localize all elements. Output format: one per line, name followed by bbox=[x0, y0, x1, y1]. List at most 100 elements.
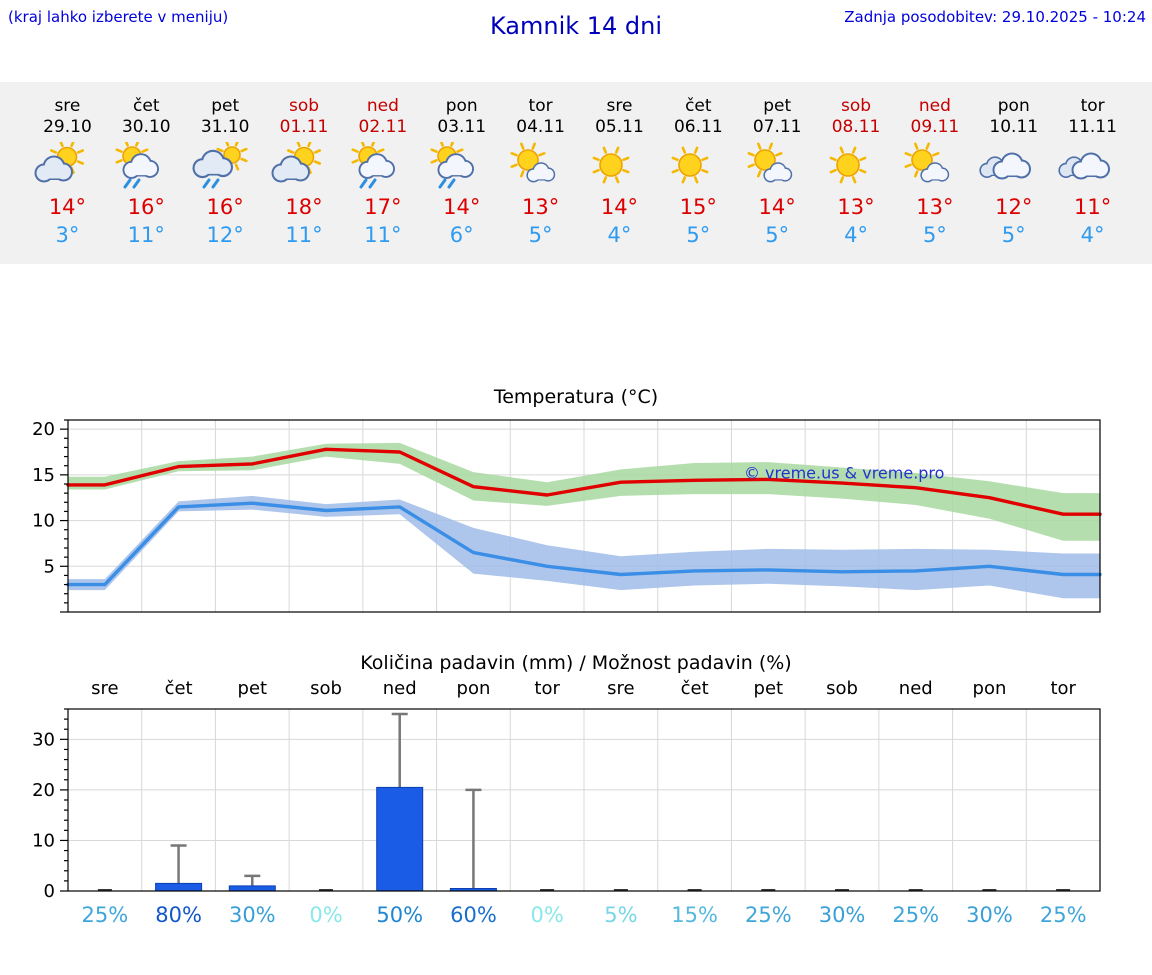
precip-probability: 25% bbox=[744, 903, 792, 927]
min-temperature: 11° bbox=[127, 223, 165, 247]
max-temperature: 14° bbox=[443, 195, 481, 219]
forecast-day-07.11: pet 07.11 14° 5° bbox=[738, 96, 817, 248]
day-name: ned bbox=[366, 96, 399, 116]
precip-probability: 25% bbox=[892, 903, 940, 927]
precip-day-label: ned bbox=[898, 678, 933, 699]
day-name: sre bbox=[54, 96, 81, 116]
max-temperature: 14° bbox=[600, 195, 639, 219]
precip-probability: 5% bbox=[604, 903, 638, 927]
precip-day-label: sre bbox=[607, 678, 635, 699]
max-temperature: 14° bbox=[48, 195, 87, 219]
max-temperature: 13° bbox=[916, 195, 954, 219]
day-name: tor bbox=[1080, 96, 1105, 116]
max-temperature: 18° bbox=[285, 195, 323, 219]
min-temperature: 6° bbox=[449, 223, 474, 247]
temperature-chart-title: Temperatura (°C) bbox=[493, 386, 659, 408]
temperature-chart: 5 10 15 20 © vreme.us & vreme.pro bbox=[0, 410, 1152, 622]
min-temperature: 5° bbox=[922, 223, 947, 247]
day-date: 08.11 bbox=[831, 117, 881, 137]
day-name: ned bbox=[918, 96, 951, 116]
precip-probability: 30% bbox=[228, 903, 276, 927]
forecast-day-11.11: tor 11.11 11° 4° bbox=[1053, 96, 1132, 248]
precip-chart: 0 10 20 30 bbox=[0, 699, 1152, 899]
sun-cloud-weather-icon bbox=[501, 142, 580, 192]
forecast-strip: sre 29.10 14° 3° čet 30.10 16° 11° pet 31.10 16° 12… bbox=[0, 82, 1152, 264]
precip-day-label: tor bbox=[1050, 678, 1076, 699]
svg-text:5: 5 bbox=[44, 556, 55, 577]
forecast-day-29.10: sre 29.10 14° 3° bbox=[28, 96, 107, 248]
day-date: 02.11 bbox=[358, 117, 408, 137]
min-temperature: 5° bbox=[1001, 223, 1026, 247]
day-date: 04.11 bbox=[516, 117, 565, 137]
svg-text:0: 0 bbox=[44, 881, 55, 899]
day-date: 29.10 bbox=[43, 117, 92, 137]
cloud-weather-icon bbox=[974, 142, 1053, 192]
last-update-timestamp: Zadnja posodobitev: 29.10.2025 - 10:24 bbox=[844, 8, 1146, 26]
precip-day-label: tor bbox=[534, 678, 560, 699]
day-name: pet bbox=[211, 96, 240, 116]
menu-hint: (kraj lahko izberete v meniju) bbox=[8, 8, 229, 26]
sun-cloud-weather-icon bbox=[895, 142, 974, 192]
day-name: sob bbox=[840, 96, 872, 116]
sun-showers-weather-icon bbox=[422, 142, 501, 192]
day-date: 07.11 bbox=[752, 117, 802, 137]
svg-text:20: 20 bbox=[32, 780, 55, 801]
day-date: 30.10 bbox=[121, 117, 171, 137]
forecast-day-02.11: ned 02.11 17° 11° bbox=[343, 96, 422, 248]
day-date: 05.11 bbox=[595, 117, 644, 137]
sun-showers-weather-icon bbox=[343, 142, 422, 192]
max-temperature: 11° bbox=[1073, 195, 1112, 219]
day-date: 01.11 bbox=[279, 117, 329, 137]
svg-text:10: 10 bbox=[32, 511, 55, 532]
svg-text:10: 10 bbox=[32, 830, 55, 851]
forecast-day-30.10: čet 30.10 16° 11° bbox=[107, 96, 186, 248]
precip-day-label: pet bbox=[753, 678, 784, 699]
sun-weather-icon bbox=[817, 142, 896, 192]
day-date: 31.10 bbox=[200, 117, 250, 137]
sun-showers-weather-icon bbox=[107, 142, 186, 192]
precip-day-label: sob bbox=[826, 678, 858, 699]
precip-probability: 60% bbox=[450, 903, 497, 927]
max-temperature: 13° bbox=[837, 195, 875, 219]
max-temperature: 13° bbox=[521, 195, 560, 219]
precip-probability: 50% bbox=[376, 903, 424, 927]
sun-weather-icon bbox=[659, 142, 738, 192]
forecast-day-09.11: ned 09.11 13° 5° bbox=[895, 96, 974, 248]
day-name: tor bbox=[528, 96, 553, 116]
min-temperature: 5° bbox=[686, 223, 711, 247]
precip-probability: 25% bbox=[1039, 903, 1087, 927]
cloud-showers-weather-icon bbox=[186, 142, 265, 192]
max-temperature: 16° bbox=[127, 195, 165, 219]
day-name: sre bbox=[606, 96, 633, 116]
day-date: 11.11 bbox=[1068, 117, 1117, 137]
min-temperature: 4° bbox=[844, 223, 868, 247]
svg-text:© vreme.us & vreme.pro: © vreme.us & vreme.pro bbox=[744, 464, 945, 483]
precip-day-label: ned bbox=[382, 678, 417, 699]
cloud-sun-weather-icon bbox=[28, 142, 107, 192]
precip-day-label: pon bbox=[972, 678, 1007, 699]
cloud-weather-icon bbox=[1053, 142, 1132, 192]
sun-cloud-weather-icon bbox=[738, 142, 817, 192]
svg-text:15: 15 bbox=[32, 465, 55, 486]
forecast-day-05.11: sre 05.11 14° 4° bbox=[580, 96, 659, 248]
max-temperature: 17° bbox=[364, 195, 402, 219]
min-temperature: 5° bbox=[528, 223, 553, 247]
sun-weather-icon bbox=[580, 142, 659, 192]
precip-day-label: sre bbox=[91, 678, 119, 699]
header: (kraj lahko izberete v meniju) Kamnik 14… bbox=[0, 0, 1152, 50]
precip-probability: 15% bbox=[671, 903, 718, 927]
max-temperature: 14° bbox=[758, 195, 796, 219]
max-temperature: 15° bbox=[679, 195, 717, 219]
min-temperature: 4° bbox=[1080, 223, 1105, 247]
precip-day-label: čet bbox=[164, 678, 193, 699]
svg-text:20: 20 bbox=[32, 419, 55, 440]
day-date: 09.11 bbox=[910, 117, 960, 137]
forecast-day-06.11: čet 06.11 15° 5° bbox=[659, 96, 738, 248]
day-name: čet bbox=[133, 96, 160, 116]
day-name: čet bbox=[685, 96, 712, 116]
svg-text:30: 30 bbox=[32, 729, 55, 750]
day-date: 03.11 bbox=[437, 117, 487, 137]
precip-day-labels-row: sre čet pet sob ned pon tor sre čet pet sob ned pon t… bbox=[68, 678, 1100, 699]
precip-probability: 25% bbox=[81, 903, 129, 927]
min-temperature: 5° bbox=[765, 223, 790, 247]
